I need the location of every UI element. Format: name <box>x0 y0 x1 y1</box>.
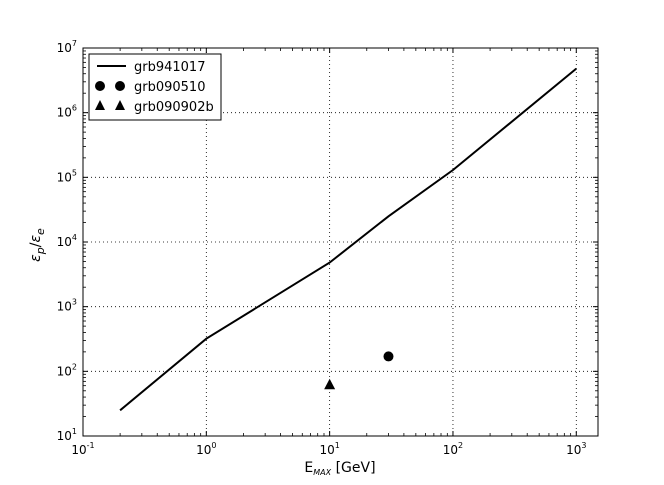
legend-label-grb941017: grb941017 <box>134 60 205 75</box>
axis-ticks: 10-1 100 101 102 103 101 102 103 104 105 106 107 <box>57 39 598 457</box>
y-tick-label: 106 <box>57 104 77 120</box>
y-tick-label: 103 <box>57 298 77 314</box>
legend-triangle-marker-2 <box>115 100 125 110</box>
series-line-grb941017 <box>119 67 577 412</box>
plot-series <box>119 67 577 412</box>
legend-label-grb090510: grb090510 <box>134 80 205 95</box>
legend-circle-marker-2 <box>115 81 125 91</box>
y-tick-label: 101 <box>57 427 77 443</box>
legend: grb941017 grb090510 grb090902b <box>88 53 222 121</box>
x-axis-label: EMAX [GeV] <box>304 460 375 477</box>
legend-label-grb090902b: grb090902b <box>134 100 214 115</box>
x-tick-label: 103 <box>566 441 586 457</box>
y-axis-label: εp/εe <box>28 228 47 262</box>
x-tick-label: 100 <box>196 441 216 457</box>
x-tick-label: 101 <box>319 441 339 457</box>
y-tick-label: 104 <box>57 233 77 249</box>
legend-circle-marker-1 <box>95 81 105 91</box>
x-tick-label: 102 <box>443 441 463 457</box>
x-tick-label: 10-1 <box>71 441 94 457</box>
data-point-grb090510 <box>383 351 394 362</box>
y-tick-label: 102 <box>57 362 77 378</box>
y-tick-label: 105 <box>57 168 77 184</box>
data-point-grb090902b <box>324 378 336 390</box>
legend-triangle-marker-1 <box>95 100 105 110</box>
y-tick-label: 107 <box>57 39 77 55</box>
